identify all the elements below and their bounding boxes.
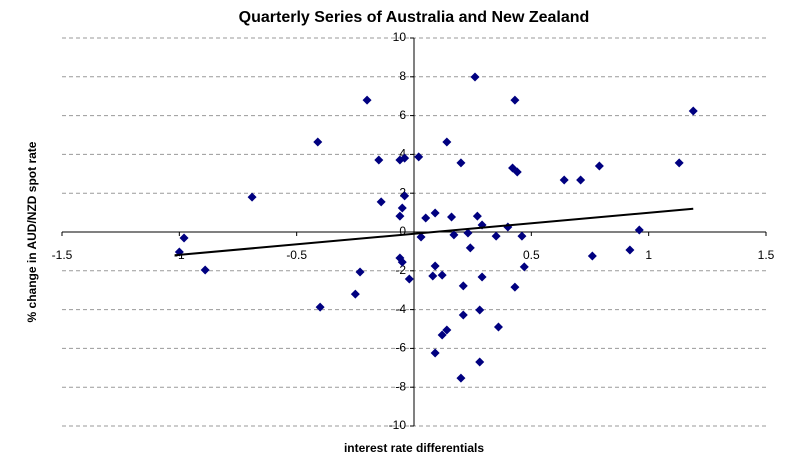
- data-point: [442, 137, 452, 147]
- y-tick-label: 6: [399, 108, 406, 122]
- data-point: [458, 281, 468, 291]
- data-point: [510, 282, 520, 292]
- data-point: [350, 289, 360, 299]
- data-point: [397, 203, 407, 213]
- data-point: [503, 222, 513, 232]
- data-point: [493, 322, 503, 332]
- data-point: [416, 232, 426, 242]
- data-point: [458, 310, 468, 320]
- data-point: [625, 245, 635, 255]
- data-point: [512, 167, 522, 177]
- y-tick-label: -10: [389, 418, 407, 432]
- data-point: [430, 348, 440, 358]
- data-point: [437, 270, 447, 280]
- data-point: [200, 265, 210, 275]
- data-point: [437, 330, 447, 340]
- y-tick-label: -2: [395, 263, 406, 277]
- data-point: [428, 271, 438, 281]
- y-tick-label: -8: [395, 379, 406, 393]
- x-tick-label: -1.5: [52, 248, 73, 262]
- data-point: [247, 192, 257, 202]
- y-tick-label: -6: [395, 341, 406, 355]
- trend-line: [174, 207, 694, 257]
- y-tick-label: 4: [399, 147, 406, 161]
- data-point: [449, 230, 459, 240]
- data-point: [674, 158, 684, 168]
- data-point: [456, 373, 466, 383]
- y-tick-label: 8: [399, 69, 406, 83]
- chart-title: Quarterly Series of Australia and New Ze…: [239, 9, 590, 26]
- data-point: [400, 191, 410, 201]
- data-point: [456, 158, 466, 168]
- data-point: [463, 228, 473, 238]
- data-point: [576, 175, 586, 185]
- data-point: [355, 267, 365, 277]
- data-point: [510, 95, 520, 105]
- data-point: [442, 325, 452, 335]
- data-point: [395, 211, 405, 221]
- y-tick-label: 10: [393, 30, 407, 44]
- x-tick-label: -0.5: [286, 248, 307, 262]
- data-point: [519, 262, 529, 272]
- data-point: [313, 137, 323, 147]
- data-point: [404, 274, 414, 284]
- data-point: [315, 302, 325, 312]
- data-point: [362, 95, 372, 105]
- y-tick-label: 2: [399, 185, 406, 199]
- data-point: [430, 208, 440, 218]
- y-tick-label: 0: [399, 224, 406, 238]
- y-tick-label: -4: [395, 302, 406, 316]
- x-axis-title: interest rate differentials: [344, 441, 484, 455]
- x-tick-label: 1: [645, 248, 652, 262]
- x-tick-label: 1.5: [758, 248, 775, 262]
- data-point: [470, 72, 480, 82]
- data-point: [430, 261, 440, 271]
- y-axis-title: % change in AUD/NZD spot rate: [25, 141, 39, 322]
- data-point: [477, 272, 487, 282]
- x-tick-label: 0.5: [523, 248, 540, 262]
- data-point: [559, 175, 569, 185]
- data-point: [475, 305, 485, 315]
- data-point: [465, 243, 475, 253]
- data-point: [400, 153, 410, 163]
- data-point: [414, 152, 424, 162]
- data-point: [421, 213, 431, 223]
- data-point: [594, 161, 604, 171]
- data-point: [491, 231, 501, 241]
- data-point: [634, 225, 644, 235]
- data-point: [475, 357, 485, 367]
- data-point: [517, 231, 527, 241]
- data-point: [397, 257, 407, 267]
- data-point: [374, 155, 384, 165]
- data-point: [447, 212, 457, 222]
- data-point: [472, 211, 482, 221]
- data-point: [688, 106, 698, 116]
- data-point: [587, 251, 597, 261]
- data-point: [179, 233, 189, 243]
- data-point: [376, 197, 386, 207]
